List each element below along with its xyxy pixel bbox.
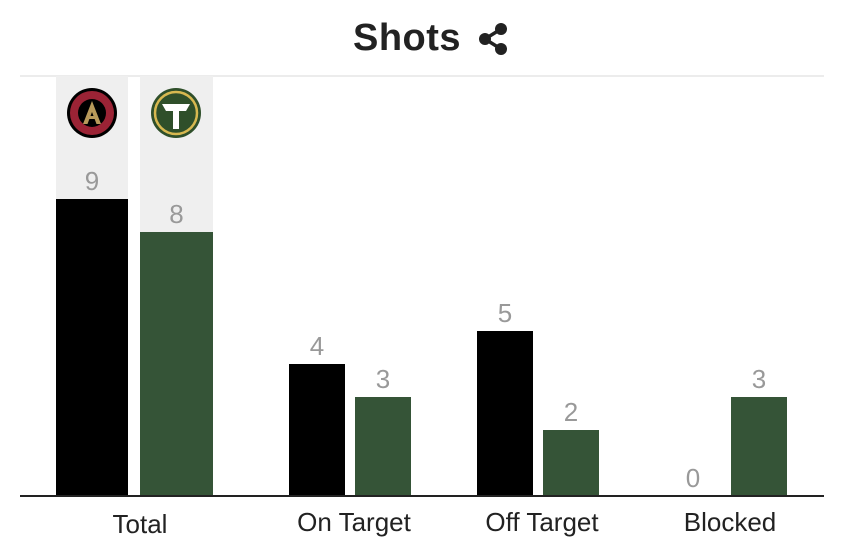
chart-header: Shots: [0, 0, 864, 76]
share-icon[interactable]: [475, 21, 511, 57]
chart-title: Shots: [352, 16, 462, 59]
bar-atlanta-united-fc-off-target: [477, 331, 533, 496]
atlanta-united-logo-icon: [67, 88, 117, 138]
bar-atlanta-united-fc-on-target: [289, 364, 345, 496]
value-label-atlanta-united-fc-on-target: 4: [310, 331, 324, 361]
category-label-on-target: On Target: [297, 507, 411, 537]
value-label-atlanta-united-fc-off-target: 5: [498, 298, 512, 328]
bar-portland-timbers-blocked: [731, 397, 787, 496]
bar-atlanta-united-fc-total: [56, 199, 128, 496]
value-label-atlanta-united-fc-blocked: 0: [686, 463, 700, 493]
bars-layer: [56, 199, 787, 496]
category-label-total: Total: [113, 509, 168, 539]
value-label-portland-timbers-on-target: 3: [376, 364, 390, 394]
value-label-portland-timbers-total: 8: [169, 199, 183, 229]
bar-portland-timbers-off-target: [543, 430, 599, 496]
value-label-atlanta-united-fc-total: 9: [85, 166, 99, 196]
value-label-portland-timbers-off-target: 2: [564, 397, 578, 427]
value-label-portland-timbers-blocked: 3: [752, 364, 766, 394]
portland-timbers-logo-icon: [151, 88, 201, 138]
bar-portland-timbers-total: [140, 232, 213, 496]
bar-portland-timbers-on-target: [355, 397, 411, 496]
category-label-blocked: Blocked: [684, 507, 777, 537]
category-label-off-target: Off Target: [485, 507, 599, 537]
value-labels-layer: 9 4 5 0 8 3 2 3: [85, 166, 766, 493]
